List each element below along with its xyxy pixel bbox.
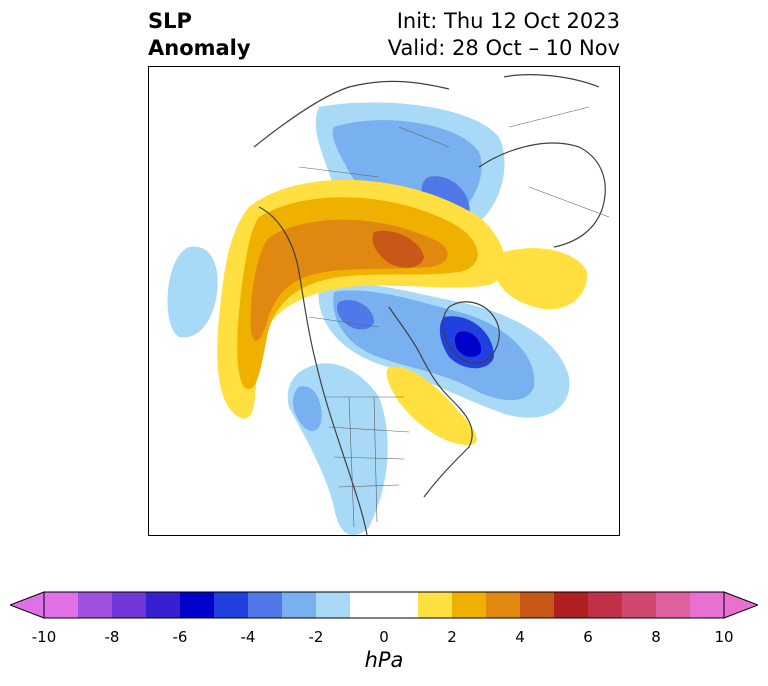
colorbar-segment bbox=[554, 592, 589, 618]
valid-range: Valid: 28 Oct – 10 Nov bbox=[387, 36, 620, 60]
colorbar-segment bbox=[520, 592, 555, 618]
colorbar-segment bbox=[418, 592, 453, 618]
title-line-1: SLP bbox=[148, 9, 192, 33]
colorbar-segment bbox=[146, 592, 181, 618]
hudson-low-center bbox=[454, 331, 482, 357]
colorbar-tick-label: -2 bbox=[308, 628, 324, 646]
colorbar-segments bbox=[44, 592, 725, 618]
west-pacific-low bbox=[167, 246, 218, 338]
colorbar-tick-label: -8 bbox=[104, 628, 120, 646]
anomaly-map bbox=[148, 66, 620, 536]
colorbar-segment bbox=[112, 592, 147, 618]
colorbar bbox=[10, 591, 758, 619]
arctic-low-mid bbox=[333, 290, 535, 401]
colorbar-segment bbox=[248, 592, 283, 618]
colorbar-segment bbox=[44, 592, 79, 618]
colorbar-segment bbox=[588, 592, 623, 618]
colorbar-segment bbox=[214, 592, 249, 618]
colorbar-extend-high bbox=[723, 591, 758, 619]
colorbar-tick-label: -10 bbox=[31, 628, 57, 646]
colorbar-tick-label: -4 bbox=[240, 628, 256, 646]
map-title: SLP Anomaly bbox=[148, 8, 251, 62]
coastlines bbox=[253, 74, 606, 535]
colorbar-segment bbox=[316, 592, 351, 618]
colorbar-outline bbox=[43, 591, 725, 619]
scandinavia-high bbox=[493, 248, 588, 310]
colorbar-tick-label: 4 bbox=[515, 628, 525, 646]
colorbar-extend-low bbox=[10, 591, 45, 619]
colorbar-segment bbox=[486, 592, 521, 618]
colorbar-segment bbox=[384, 592, 419, 618]
colorbar-segment bbox=[180, 592, 215, 618]
colorbar-segment bbox=[282, 592, 317, 618]
map-canvas bbox=[167, 74, 610, 535]
colorbar-tick-label: -6 bbox=[172, 628, 188, 646]
colorbar-segment bbox=[350, 592, 385, 618]
colorbar-segment bbox=[656, 592, 691, 618]
negative-anomaly-regions bbox=[167, 102, 570, 535]
beaufort-high-core bbox=[372, 230, 424, 268]
init-date: Init: Thu 12 Oct 2023 bbox=[396, 9, 620, 33]
colorbar-unit-label: hPa bbox=[364, 648, 404, 672]
colorbar-tick-label: 0 bbox=[379, 628, 389, 646]
colorbar-tick-label: 8 bbox=[651, 628, 661, 646]
colorbar-segment bbox=[78, 592, 113, 618]
forecast-dates: Init: Thu 12 Oct 2023 Valid: 28 Oct – 10… bbox=[388, 8, 620, 62]
colorbar-segment bbox=[452, 592, 487, 618]
pacific-coast-low bbox=[293, 386, 322, 432]
colorbar-segment bbox=[622, 592, 657, 618]
political-borders bbox=[298, 106, 610, 528]
colorbar-tick-label: 2 bbox=[447, 628, 457, 646]
east-canada-high bbox=[386, 366, 477, 446]
title-line-2: Anomaly bbox=[148, 36, 251, 60]
colorbar-tick-label: 10 bbox=[714, 628, 734, 646]
colorbar-tick-label: 6 bbox=[583, 628, 593, 646]
colorbar-segment bbox=[690, 592, 725, 618]
